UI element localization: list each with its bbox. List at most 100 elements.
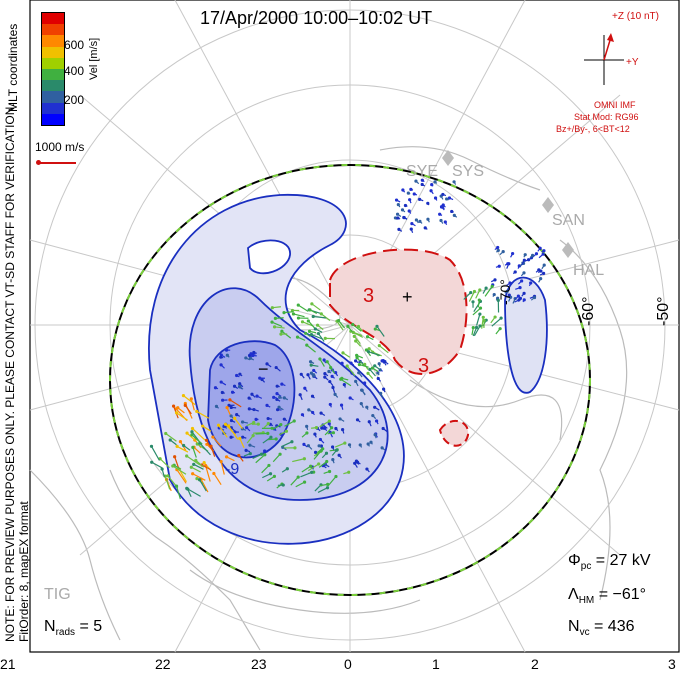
- vector-line: [341, 362, 345, 368]
- vector-line: [319, 439, 325, 444]
- vector-line: [199, 442, 211, 456]
- vector-line: [440, 195, 444, 200]
- vector-line: [492, 294, 495, 297]
- vector-line: [201, 464, 212, 471]
- vector-line: [216, 405, 220, 409]
- vector-origin: [221, 398, 225, 402]
- vector-line: [439, 213, 443, 216]
- vector-line: [421, 183, 426, 187]
- vector-line: [323, 470, 330, 475]
- colorbar-band: [42, 69, 64, 81]
- vector-line: [356, 354, 364, 359]
- vector-line: [348, 444, 352, 448]
- vector-line: [410, 188, 414, 191]
- vector-line: [317, 324, 324, 331]
- vector-line: [451, 210, 454, 213]
- vector-line: [414, 193, 418, 196]
- vector-line: [408, 192, 411, 195]
- imf-bin: Bz+/By-, 6<BT<12: [556, 124, 630, 134]
- vector-line: [312, 412, 315, 416]
- vector-line: [410, 228, 414, 233]
- vector-line: [319, 420, 330, 428]
- mlt-coordinates-label: MLT coordinates: [6, 23, 20, 112]
- vector-line: [279, 396, 283, 399]
- vector-line: [397, 204, 401, 208]
- vector-line: [183, 445, 191, 451]
- vector-line: [183, 395, 196, 406]
- vector-line: [262, 473, 271, 479]
- vector-line: [261, 464, 270, 474]
- station-san: SAN: [552, 212, 585, 229]
- negative-center-marker: −: [258, 359, 269, 379]
- vector-line: [220, 381, 227, 386]
- map-title: 17/Apr/2000 10:00–10:02 UT: [200, 8, 433, 28]
- vector-line: [350, 362, 355, 366]
- imf-source: OMNI IMF: [594, 100, 636, 110]
- vector-line: [297, 304, 309, 312]
- vector-line: [495, 265, 500, 268]
- vector-line: [537, 247, 541, 252]
- vector-line: [434, 181, 438, 184]
- vector-line: [308, 409, 313, 413]
- vector-line: [349, 397, 354, 401]
- vector-line: [261, 379, 266, 383]
- vector-line: [431, 184, 434, 187]
- vector-line: [481, 317, 484, 329]
- vector-line: [305, 332, 311, 337]
- vector-line: [174, 456, 180, 469]
- phi-value: = 27 kV: [595, 552, 651, 569]
- vector-line: [311, 303, 321, 311]
- vector-line: [255, 432, 268, 435]
- nvc-value: = 436: [594, 618, 635, 635]
- vector-line: [475, 289, 481, 299]
- vector-scale-dot: [36, 160, 41, 165]
- vector-line: [230, 427, 235, 432]
- lat-label-50: -50°: [655, 296, 672, 326]
- vector-line: [196, 410, 210, 419]
- vector-line: [161, 468, 165, 478]
- vector-line: [334, 442, 346, 448]
- vector-line: [529, 254, 533, 259]
- vector-line: [314, 433, 317, 438]
- vector-line: [381, 360, 385, 364]
- vector-line: [307, 463, 320, 472]
- vector-line: [284, 420, 295, 427]
- vector-line: [504, 290, 508, 294]
- vector-line: [520, 272, 525, 277]
- vector-line: [316, 448, 324, 454]
- vector-line: [297, 336, 306, 341]
- vector-line: [415, 219, 419, 224]
- nrads-symbol: N: [44, 618, 56, 635]
- mlt-tick-2: 2: [531, 656, 539, 672]
- vector-line: [332, 387, 336, 393]
- vector-line: [250, 357, 255, 361]
- vector-line: [380, 393, 384, 398]
- vector-line: [263, 423, 269, 429]
- vector-line: [355, 340, 362, 347]
- positive-center-marker: +: [402, 287, 413, 307]
- vector-line: [220, 364, 225, 369]
- vector-origin: [219, 355, 223, 359]
- vector-line: [512, 271, 516, 275]
- vector-line: [245, 449, 251, 453]
- station-hal: HAL: [573, 262, 605, 279]
- vector-line: [332, 459, 335, 464]
- vector-line: [330, 367, 336, 374]
- vector-line: [356, 357, 365, 366]
- lambda-value: = −61°: [598, 586, 647, 603]
- vector-line: [324, 376, 329, 381]
- vector-line: [313, 315, 326, 319]
- plot-frame: [29, 0, 680, 653]
- vector-line: [331, 375, 336, 379]
- vector-line: [339, 418, 345, 422]
- vector-line: [367, 372, 374, 379]
- vector-line: [311, 334, 323, 340]
- colorbar-band: [42, 57, 64, 70]
- vector-line: [271, 321, 283, 327]
- vector-line: [347, 325, 353, 333]
- vector-line: [491, 317, 502, 327]
- vector-line: [275, 317, 284, 319]
- vector-line: [440, 220, 444, 224]
- vector-line: [318, 461, 328, 468]
